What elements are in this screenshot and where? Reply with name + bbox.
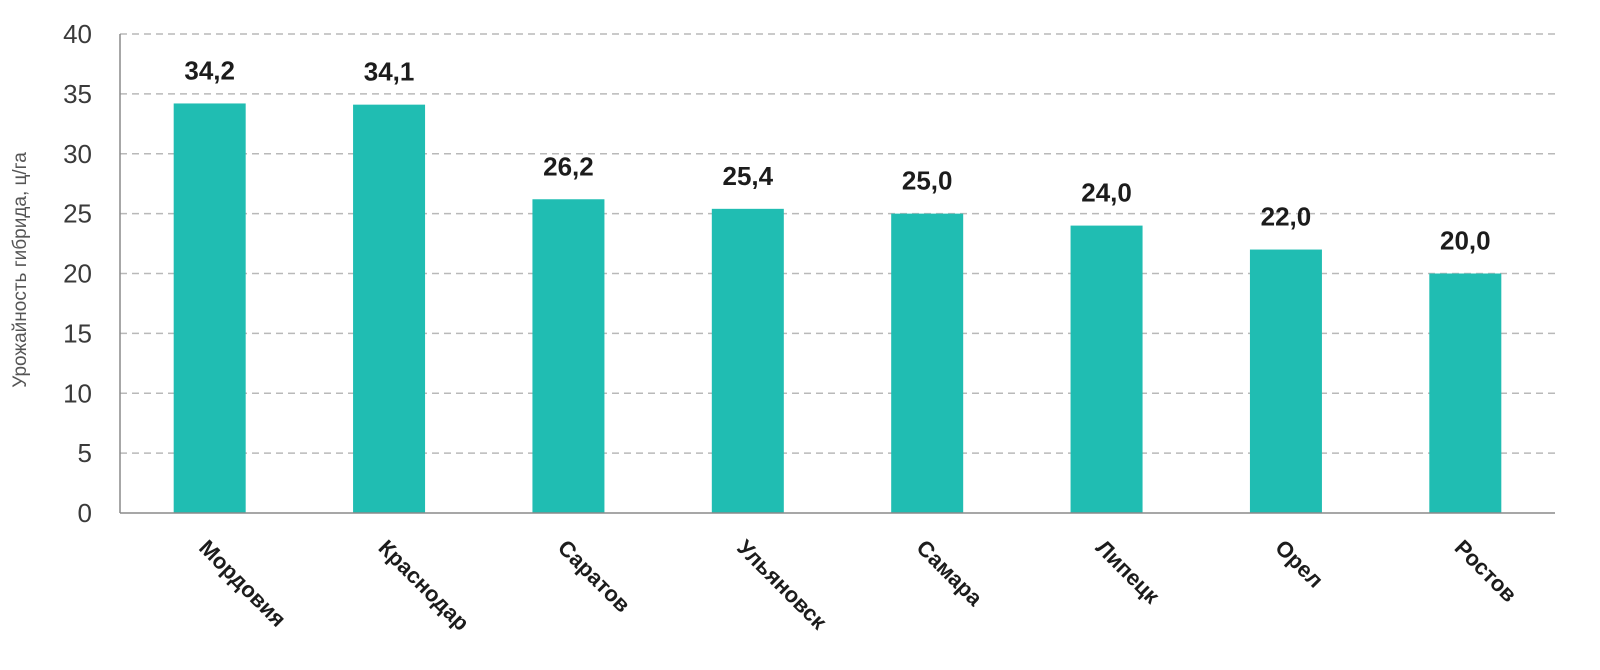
bar [891,213,964,513]
bar [173,103,246,513]
data-label: 25,4 [723,161,774,191]
x-tick-label: Саратов [553,535,635,617]
bars [173,103,1502,514]
x-tick-label: Ростов [1450,535,1522,607]
y-tick-label: 30 [63,139,92,169]
x-tick-label: Ульяновск [732,535,832,635]
gridlines [120,33,1555,454]
bar [532,199,605,513]
x-tick-label: Мордовия [194,535,291,632]
data-label: 25,0 [902,166,953,196]
y-tick-label: 25 [63,199,92,229]
data-label: 22,0 [1261,202,1312,232]
x-tick-label: Липецк [1091,535,1165,609]
y-axis-ticks: 0 5 10 15 20 25 30 35 40 [63,19,92,528]
y-tick-label: 20 [63,259,92,289]
y-tick-label: 10 [63,378,92,408]
data-labels: 34,2 34,1 26,2 25,4 25,0 24,0 22,0 20,0 [184,55,1490,255]
y-tick-label: 15 [63,318,92,348]
bar [353,104,426,513]
bar [711,208,784,513]
data-label: 24,0 [1081,178,1132,208]
x-tick-label: Краснодар [374,535,475,636]
data-label: 34,1 [364,57,415,87]
y-tick-label: 0 [78,498,92,528]
y-tick-label: 40 [63,19,92,49]
x-tick-label: Орел [1270,535,1328,593]
bar [1429,273,1502,513]
y-tick-label: 35 [63,79,92,109]
data-label: 20,0 [1440,226,1491,256]
bar [1070,225,1143,513]
data-label: 34,2 [184,55,235,85]
y-tick-label: 5 [78,438,92,468]
data-label: 26,2 [543,151,594,181]
bar [1249,249,1322,514]
y-axis-label: Урожайность гибрида, ц/га [10,152,31,388]
x-tick-label: Самара [912,535,988,611]
x-axis-ticks: Мордовия Краснодар Саратов Ульяновск Самара Л… [194,535,1522,636]
